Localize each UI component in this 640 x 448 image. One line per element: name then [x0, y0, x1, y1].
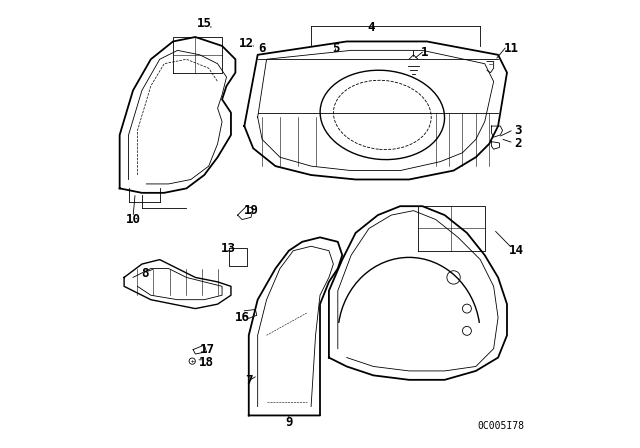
- Text: 2: 2: [515, 138, 522, 151]
- Text: 11: 11: [504, 42, 519, 55]
- Text: 7: 7: [245, 374, 253, 387]
- Text: 4: 4: [367, 21, 375, 34]
- Text: 0C005I78: 0C005I78: [478, 421, 525, 431]
- Text: 9: 9: [285, 416, 292, 429]
- Text: 13: 13: [221, 242, 236, 255]
- Text: 6: 6: [259, 42, 266, 55]
- Text: 16: 16: [235, 311, 250, 324]
- Text: 15: 15: [196, 17, 212, 30]
- Text: 5: 5: [332, 42, 339, 55]
- Text: 18: 18: [199, 356, 214, 369]
- Text: 3: 3: [515, 124, 522, 137]
- Text: 10: 10: [125, 213, 141, 226]
- Text: 8: 8: [141, 267, 149, 280]
- Text: 17: 17: [200, 343, 215, 356]
- Text: 19: 19: [243, 204, 259, 217]
- Text: 12: 12: [239, 37, 254, 50]
- Text: 14: 14: [508, 244, 524, 257]
- Text: 1: 1: [421, 46, 428, 59]
